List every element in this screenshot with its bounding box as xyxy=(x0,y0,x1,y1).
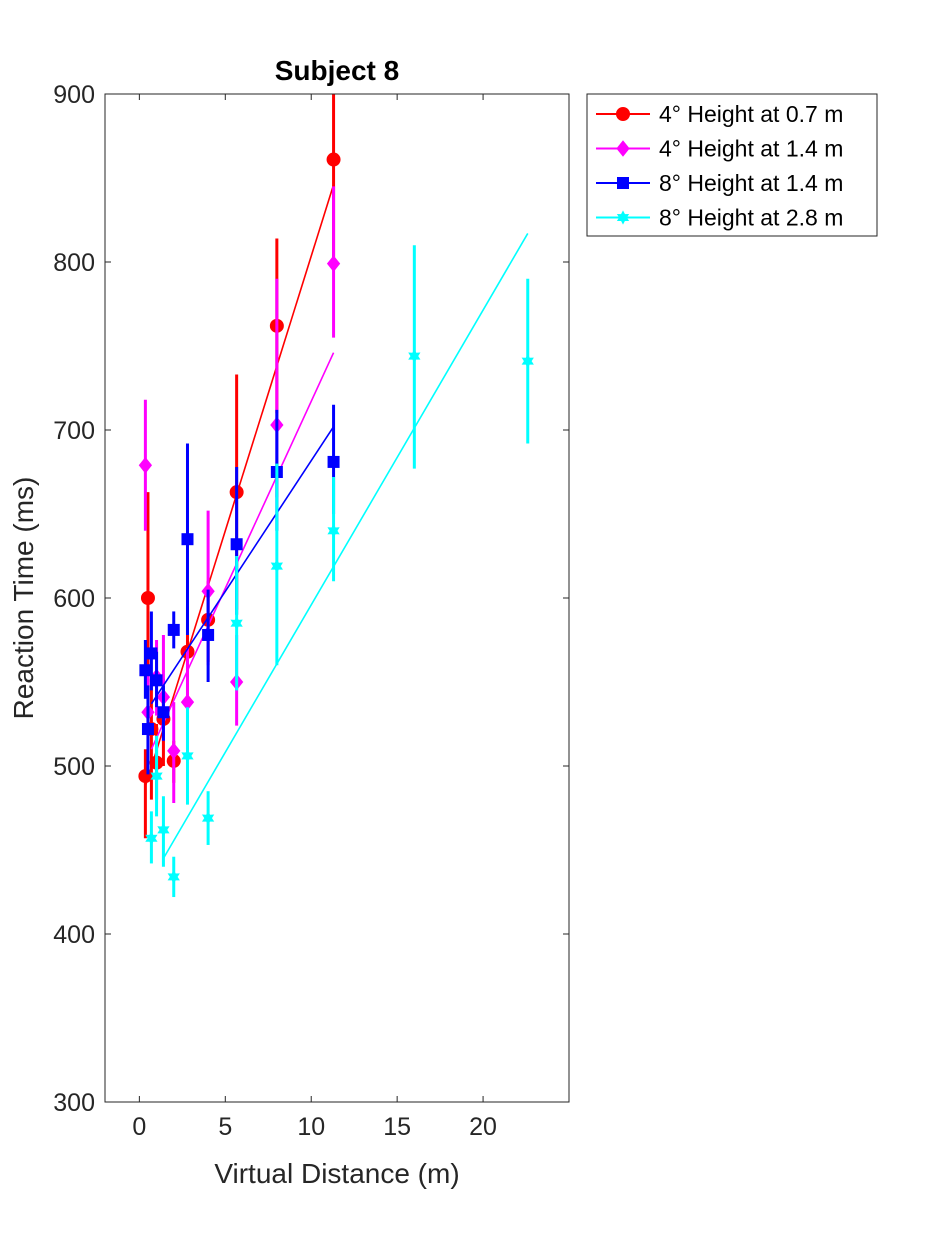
data-point xyxy=(270,559,283,574)
data-point xyxy=(157,822,170,837)
series-3 xyxy=(139,404,340,775)
x-tick-label: 20 xyxy=(469,1113,497,1141)
data-point xyxy=(327,523,340,538)
y-tick-label: 900 xyxy=(53,81,95,109)
fit-line xyxy=(162,233,529,859)
x-tick-label: 5 xyxy=(218,1113,232,1141)
fit-line xyxy=(144,184,335,787)
data-marks xyxy=(138,94,534,898)
y-axis-title: Reaction Time (ms) xyxy=(8,477,39,720)
legend-label: 8° Height at 2.8 m xyxy=(659,205,843,231)
data-point xyxy=(181,533,194,546)
legend-item: 4° Height at 1.4 m xyxy=(596,136,843,162)
legend-marker xyxy=(616,107,630,121)
y-tick-label: 400 xyxy=(53,921,95,949)
data-point xyxy=(140,591,155,605)
legend-box xyxy=(586,93,878,237)
data-point xyxy=(150,674,163,687)
data-point xyxy=(181,748,194,763)
data-point xyxy=(326,152,341,167)
data-point xyxy=(408,349,421,364)
y-tick-label: 700 xyxy=(53,417,95,445)
data-point xyxy=(202,628,215,641)
data-point xyxy=(139,664,152,677)
y-tick-label: 500 xyxy=(53,753,95,781)
data-point xyxy=(521,354,534,369)
series-4 xyxy=(145,233,534,898)
data-point xyxy=(167,623,180,636)
legend-item: 8° Height at 1.4 m xyxy=(596,170,843,196)
fit-line xyxy=(150,426,335,705)
x-axis-title: Virtual Distance (m) xyxy=(214,1158,459,1189)
legend-marker xyxy=(617,177,629,189)
x-tick-label: 15 xyxy=(383,1113,411,1141)
data-point xyxy=(230,538,243,551)
fit-line xyxy=(150,352,335,750)
data-point xyxy=(327,455,340,468)
data-point xyxy=(167,869,180,884)
data-point xyxy=(141,723,154,736)
legend-label: 4° Height at 0.7 m xyxy=(659,101,843,127)
legend: 4° Height at 0.7 m 4° Height at 1.4 m 8° H… xyxy=(586,93,878,237)
legend-item: 4° Height at 0.7 m xyxy=(596,101,843,127)
data-point xyxy=(201,811,215,826)
x-tick-label: 0 xyxy=(132,1113,146,1141)
data-point xyxy=(150,769,163,784)
y-tick-label: 300 xyxy=(53,1089,95,1117)
plot-area xyxy=(105,94,569,1102)
legend-marker xyxy=(616,140,630,157)
y-axis: 300 400 500 600 700 800 900 xyxy=(53,81,569,1117)
legend-label: 8° Height at 1.4 m xyxy=(659,170,843,196)
y-tick-label: 600 xyxy=(53,585,95,613)
x-tick-label: 10 xyxy=(297,1113,325,1141)
data-point xyxy=(230,616,243,631)
legend-label: 4° Height at 1.4 m xyxy=(659,136,843,162)
y-tick-label: 800 xyxy=(53,249,95,277)
x-axis: 0 5 10 15 20 xyxy=(132,94,497,1141)
data-point xyxy=(145,831,158,846)
legend-marker xyxy=(616,210,630,225)
data-point xyxy=(138,456,153,474)
data-point xyxy=(157,706,170,719)
data-point xyxy=(326,255,341,272)
chart-title: Subject 8 xyxy=(275,55,399,86)
legend-item: 8° Height at 2.8 m xyxy=(596,205,843,231)
data-point xyxy=(167,742,181,760)
